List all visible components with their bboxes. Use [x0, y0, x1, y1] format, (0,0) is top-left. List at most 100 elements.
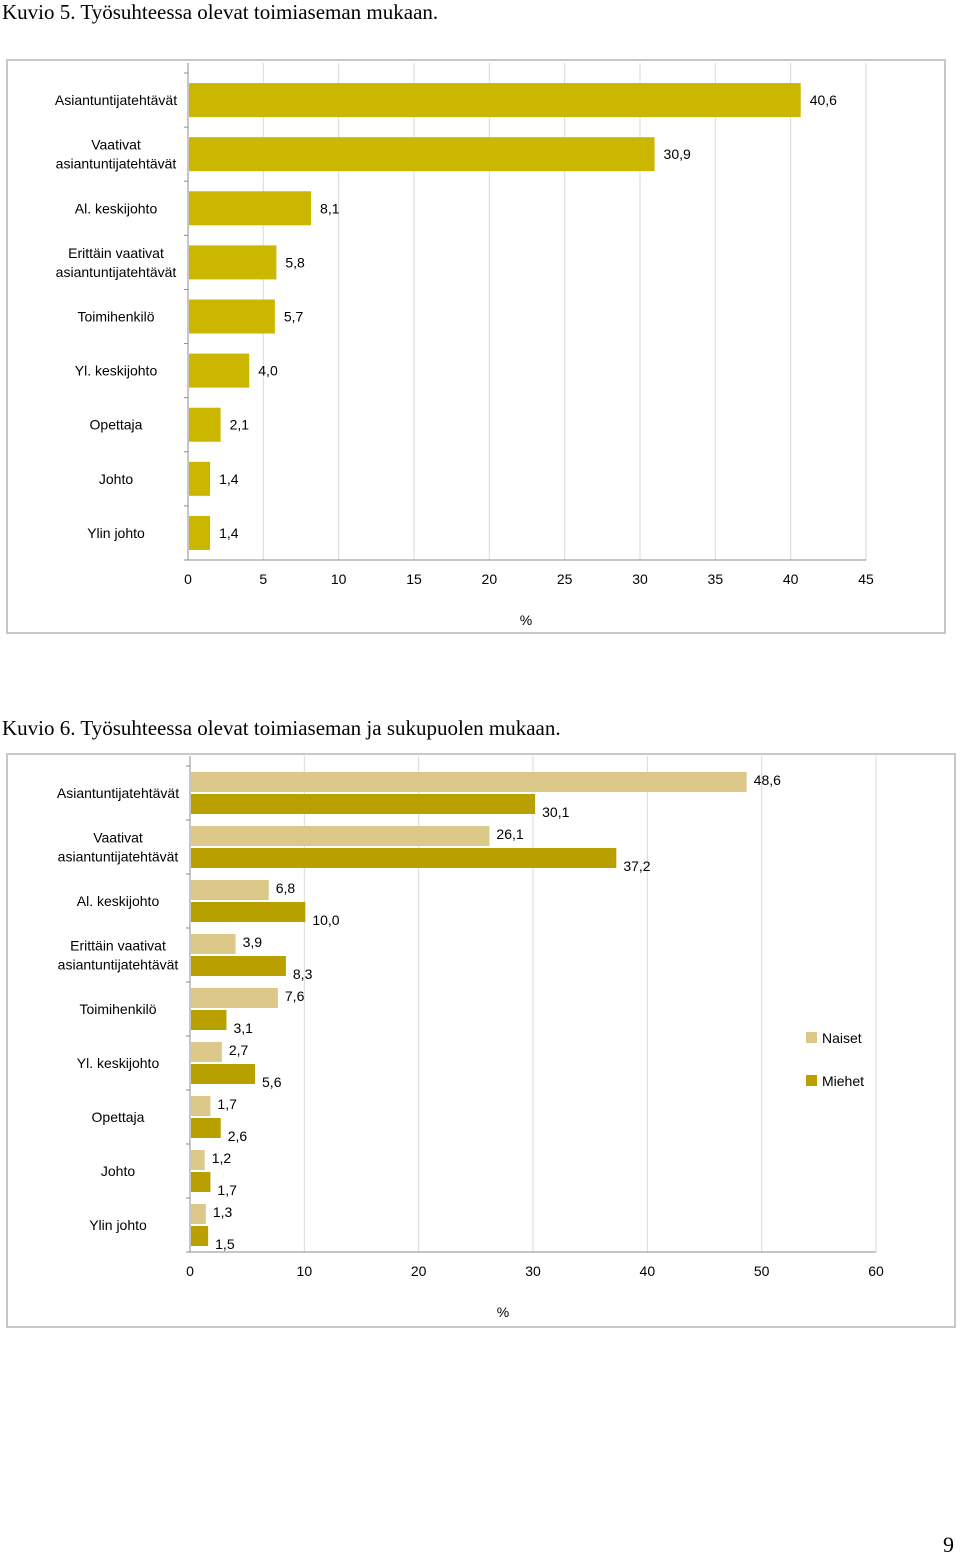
data-label: 48,6	[754, 772, 781, 788]
bar-miehet	[191, 1172, 211, 1192]
bar-miehet	[191, 848, 617, 868]
data-label: 40,6	[810, 92, 837, 108]
data-label: 30,1	[542, 804, 569, 820]
x-tick-label: 40	[640, 1263, 656, 1279]
data-label: 2,7	[229, 1042, 249, 1058]
chart-2-frame: 0 10 20 30 40 50 60 Asiantuntijatehtävät 48,6 30,…	[6, 753, 956, 1328]
x-tick-label: 30	[632, 571, 648, 587]
bar-naiset	[191, 826, 490, 846]
x-tick-label: 0	[186, 1263, 194, 1279]
bar-miehet	[191, 1064, 256, 1084]
figure-6-caption: Kuvio 6. Työsuhteessa olevat toimiaseman…	[2, 716, 561, 740]
bar-naiset	[191, 988, 278, 1008]
category-label: Erittäin vaativat	[70, 938, 166, 954]
bar-miehet	[191, 1010, 227, 1030]
category-label: Al. keskijohto	[77, 893, 160, 909]
bar	[189, 191, 312, 226]
data-label: 30,9	[664, 146, 691, 162]
category-label: Erittäin vaativat	[68, 245, 164, 261]
data-label: 3,1	[233, 1020, 253, 1036]
x-tick-label: 30	[525, 1263, 541, 1279]
data-label: 8,1	[320, 200, 340, 216]
x-tick-label: 50	[754, 1263, 770, 1279]
bar-naiset	[191, 1150, 205, 1170]
x-tick-label: 20	[411, 1263, 427, 1279]
bar	[189, 407, 221, 442]
bar-miehet	[191, 902, 306, 922]
data-label: 37,2	[623, 858, 650, 874]
data-label: 4,0	[258, 363, 278, 379]
chart-1-plot: 0 5 10 15 20 25 30 35 40 45 Asiantuntijatehtävät 40…	[55, 63, 874, 628]
data-label: 2,1	[230, 417, 250, 433]
x-tick-label: 35	[708, 571, 724, 587]
bar-miehet	[191, 794, 536, 814]
category-label: Toimihenkilö	[79, 1001, 156, 1017]
bar	[189, 137, 655, 172]
data-label: 26,1	[496, 826, 523, 842]
x-tick-label: 25	[557, 571, 573, 587]
data-label: 1,4	[219, 471, 239, 487]
x-tick-label: 5	[259, 571, 267, 587]
category-label: Yl. keskijohto	[77, 1055, 160, 1071]
x-axis-title: %	[497, 1304, 509, 1320]
data-label: 7,6	[285, 988, 305, 1004]
data-label: 2,6	[228, 1128, 248, 1144]
bar-naiset	[191, 880, 269, 900]
bar-naiset	[191, 1042, 222, 1062]
x-tick-label: 15	[406, 571, 422, 587]
bar-miehet	[191, 1226, 209, 1246]
x-tick-label: 0	[184, 571, 192, 587]
legend-label-miehet: Miehet	[822, 1073, 864, 1089]
data-label: 10,0	[312, 912, 339, 928]
data-label: 6,8	[276, 880, 296, 896]
bar	[189, 299, 275, 334]
data-label: 5,6	[262, 1074, 282, 1090]
data-label: 8,3	[293, 966, 313, 982]
bar-naiset	[191, 1096, 211, 1116]
category-label: Opettaja	[90, 417, 143, 433]
bar	[189, 461, 211, 496]
bar-naiset	[191, 772, 747, 792]
bar	[189, 245, 277, 280]
x-tick-label: 20	[482, 571, 498, 587]
category-label: Ylin johto	[87, 525, 145, 541]
x-tick-label: 45	[858, 571, 874, 587]
figure-5-caption: Kuvio 5. Työsuhteessa olevat toimiaseman…	[2, 0, 439, 24]
x-axis-title: %	[520, 612, 532, 628]
x-tick-label: 40	[783, 571, 799, 587]
data-label: 5,7	[284, 309, 304, 325]
data-label: 1,7	[217, 1182, 237, 1198]
category-label: Ylin johto	[89, 1217, 147, 1233]
category-label: Asiantuntijatehtävät	[55, 92, 177, 108]
legend-swatch-naiset	[806, 1032, 817, 1043]
category-label: Vaativat	[93, 830, 143, 846]
data-label: 1,2	[212, 1150, 232, 1166]
x-tick-label: 10	[331, 571, 347, 587]
bar	[189, 515, 211, 550]
category-label: Vaativat	[91, 137, 141, 153]
category-label: asiantuntijatehtävät	[56, 264, 177, 280]
data-label: 1,3	[213, 1204, 233, 1220]
data-label: 1,5	[215, 1236, 235, 1252]
bar	[189, 353, 250, 388]
category-label: Opettaja	[92, 1109, 145, 1125]
data-label: 1,7	[217, 1096, 237, 1112]
bar	[189, 83, 801, 118]
data-label: 3,9	[243, 934, 263, 950]
category-label: Asiantuntijatehtävät	[57, 785, 179, 801]
chart-1-frame: 0 5 10 15 20 25 30 35 40 45 Asiantuntijatehtävät 40…	[6, 59, 946, 634]
category-label: Johto	[101, 1163, 135, 1179]
category-label: Johto	[99, 471, 133, 487]
category-label: asiantuntijatehtävät	[58, 849, 179, 865]
data-label: 5,8	[285, 254, 305, 270]
legend-label-naiset: Naiset	[822, 1030, 862, 1046]
data-label: 1,4	[219, 525, 239, 541]
x-tick-label: 60	[868, 1263, 884, 1279]
category-label: Toimihenkilö	[77, 309, 154, 325]
x-tick-label: 10	[297, 1263, 313, 1279]
bar-miehet	[191, 1118, 221, 1138]
category-label: asiantuntijatehtävät	[58, 957, 179, 973]
category-label: Yl. keskijohto	[75, 363, 158, 379]
bar-naiset	[191, 1204, 206, 1224]
legend-swatch-miehet	[806, 1075, 817, 1086]
